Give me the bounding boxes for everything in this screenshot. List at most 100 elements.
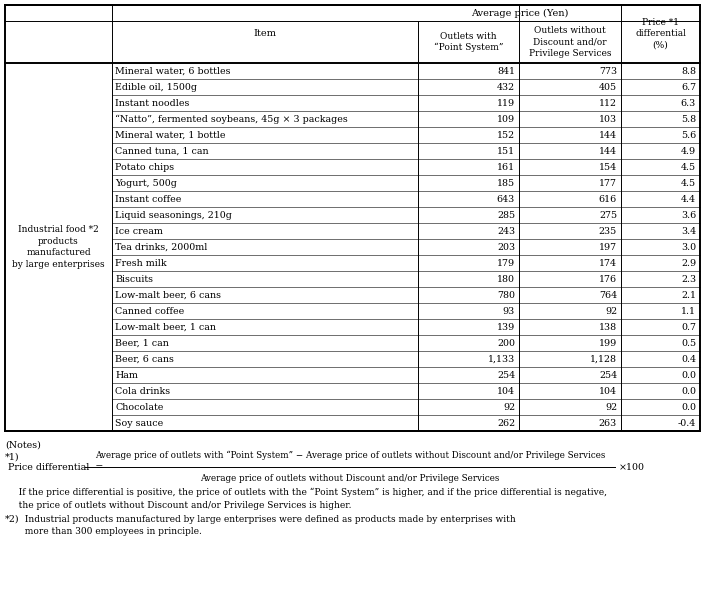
- Text: “Natto”, fermented soybeans, 45g × 3 packages: “Natto”, fermented soybeans, 45g × 3 pac…: [115, 114, 347, 124]
- Text: 0.7: 0.7: [681, 323, 696, 332]
- Text: Fresh milk: Fresh milk: [115, 259, 167, 268]
- Text: 119: 119: [497, 98, 515, 108]
- Text: 4.5: 4.5: [681, 162, 696, 172]
- Text: 139: 139: [497, 323, 515, 332]
- Text: Price *1
differential
(%): Price *1 differential (%): [635, 18, 686, 50]
- Text: Instant coffee: Instant coffee: [115, 194, 182, 204]
- Text: (Notes): (Notes): [5, 441, 41, 450]
- Text: 780: 780: [497, 291, 515, 300]
- Text: Cola drinks: Cola drinks: [115, 387, 170, 396]
- Text: 92: 92: [605, 306, 617, 315]
- Text: 199: 199: [598, 338, 617, 347]
- Text: Ice cream: Ice cream: [115, 226, 163, 236]
- Text: 179: 179: [497, 259, 515, 268]
- Text: 104: 104: [497, 387, 515, 396]
- Text: Low-malt beer, 1 can: Low-malt beer, 1 can: [115, 323, 216, 332]
- Text: 4.9: 4.9: [681, 147, 696, 155]
- Text: Outlets without
Discount and/or
Privilege Services: Outlets without Discount and/or Privileg…: [529, 27, 611, 57]
- Text: 112: 112: [599, 98, 617, 108]
- Text: Average price of outlets with “Point System” − Average price of outlets without : Average price of outlets with “Point Sys…: [95, 451, 605, 460]
- Text: 3.0: 3.0: [681, 242, 696, 251]
- Text: 405: 405: [599, 83, 617, 91]
- Text: 174: 174: [599, 259, 617, 268]
- Text: Liquid seasonings, 210g: Liquid seasonings, 210g: [115, 211, 232, 219]
- Text: 138: 138: [599, 323, 617, 332]
- Text: 177: 177: [599, 179, 617, 187]
- Text: Ham: Ham: [115, 370, 138, 379]
- Text: Mineral water, 6 bottles: Mineral water, 6 bottles: [115, 66, 230, 76]
- Text: ×100: ×100: [619, 463, 645, 472]
- Text: 0.0: 0.0: [681, 387, 696, 396]
- Text: 92: 92: [503, 402, 515, 411]
- Text: 104: 104: [599, 387, 617, 396]
- Text: 2.9: 2.9: [681, 259, 696, 268]
- Text: Mineral water, 1 bottle: Mineral water, 1 bottle: [115, 130, 225, 140]
- Text: 3.6: 3.6: [681, 211, 696, 219]
- Text: 235: 235: [598, 226, 617, 236]
- Text: 161: 161: [497, 162, 515, 172]
- Text: 92: 92: [605, 402, 617, 411]
- Text: Biscuits: Biscuits: [115, 274, 153, 283]
- Text: *2): *2): [5, 515, 20, 524]
- Text: -0.4: -0.4: [678, 419, 696, 428]
- Text: 0.0: 0.0: [681, 402, 696, 411]
- Text: 203: 203: [497, 242, 515, 251]
- Text: Average price of outlets without Discount and/or Privilege Services: Average price of outlets without Discoun…: [201, 474, 500, 483]
- Text: Tea drinks, 2000ml: Tea drinks, 2000ml: [115, 242, 207, 251]
- Text: 243: 243: [497, 226, 515, 236]
- Text: Instant noodles: Instant noodles: [115, 98, 189, 108]
- Text: 1,128: 1,128: [590, 355, 617, 364]
- Text: 176: 176: [599, 274, 617, 283]
- Text: 4.4: 4.4: [681, 194, 696, 204]
- Text: 144: 144: [599, 147, 617, 155]
- Text: *1): *1): [5, 453, 20, 462]
- Text: Canned tuna, 1 can: Canned tuna, 1 can: [115, 147, 208, 155]
- Text: Beer, 1 can: Beer, 1 can: [115, 338, 169, 347]
- Text: 185: 185: [497, 179, 515, 187]
- Text: Yogurt, 500g: Yogurt, 500g: [115, 179, 177, 187]
- Text: 0.0: 0.0: [681, 370, 696, 379]
- Text: 1,133: 1,133: [488, 355, 515, 364]
- Text: If the price differential is positive, the price of outlets with the “Point Syst: If the price differential is positive, t…: [10, 488, 607, 510]
- Bar: [5, 5, 700, 431]
- Text: Price differential  =: Price differential =: [8, 463, 104, 472]
- Text: 109: 109: [497, 115, 515, 123]
- Text: 197: 197: [599, 242, 617, 251]
- Text: 5.8: 5.8: [681, 115, 696, 123]
- Text: 764: 764: [599, 291, 617, 300]
- Text: 254: 254: [497, 370, 515, 379]
- Text: 1.1: 1.1: [681, 306, 696, 315]
- Text: 2.3: 2.3: [681, 274, 696, 283]
- Text: 841: 841: [497, 66, 515, 76]
- Text: 154: 154: [599, 162, 617, 172]
- Text: 6.7: 6.7: [681, 83, 696, 91]
- Text: 254: 254: [599, 370, 617, 379]
- Text: Potato chips: Potato chips: [115, 162, 174, 172]
- Text: 643: 643: [497, 194, 515, 204]
- Text: Low-malt beer, 6 cans: Low-malt beer, 6 cans: [115, 291, 221, 300]
- Text: Item: Item: [254, 30, 277, 39]
- Text: Beer, 6 cans: Beer, 6 cans: [115, 355, 174, 364]
- Text: 4.5: 4.5: [681, 179, 696, 187]
- Text: 285: 285: [497, 211, 515, 219]
- Text: 8.8: 8.8: [681, 66, 696, 76]
- Text: 0.5: 0.5: [681, 338, 696, 347]
- Text: Canned coffee: Canned coffee: [115, 306, 184, 315]
- Text: Industrial food *2
products
manufactured
by large enterprises: Industrial food *2 products manufactured…: [12, 225, 105, 269]
- Text: Average price (Yen): Average price (Yen): [471, 8, 568, 18]
- Text: 151: 151: [497, 147, 515, 155]
- Text: 6.3: 6.3: [681, 98, 696, 108]
- Text: 263: 263: [598, 419, 617, 428]
- Text: Chocolate: Chocolate: [115, 402, 163, 411]
- Text: 144: 144: [599, 130, 617, 140]
- Text: 773: 773: [599, 66, 617, 76]
- Text: Industrial products manufactured by large enterprises were defined as products m: Industrial products manufactured by larg…: [19, 515, 515, 536]
- Text: 3.4: 3.4: [681, 226, 696, 236]
- Text: 275: 275: [599, 211, 617, 219]
- Text: 5.6: 5.6: [681, 130, 696, 140]
- Text: 152: 152: [497, 130, 515, 140]
- Text: 616: 616: [598, 194, 617, 204]
- Text: Outlets with
“Point System”: Outlets with “Point System”: [434, 32, 503, 53]
- Text: 180: 180: [497, 274, 515, 283]
- Text: 103: 103: [599, 115, 617, 123]
